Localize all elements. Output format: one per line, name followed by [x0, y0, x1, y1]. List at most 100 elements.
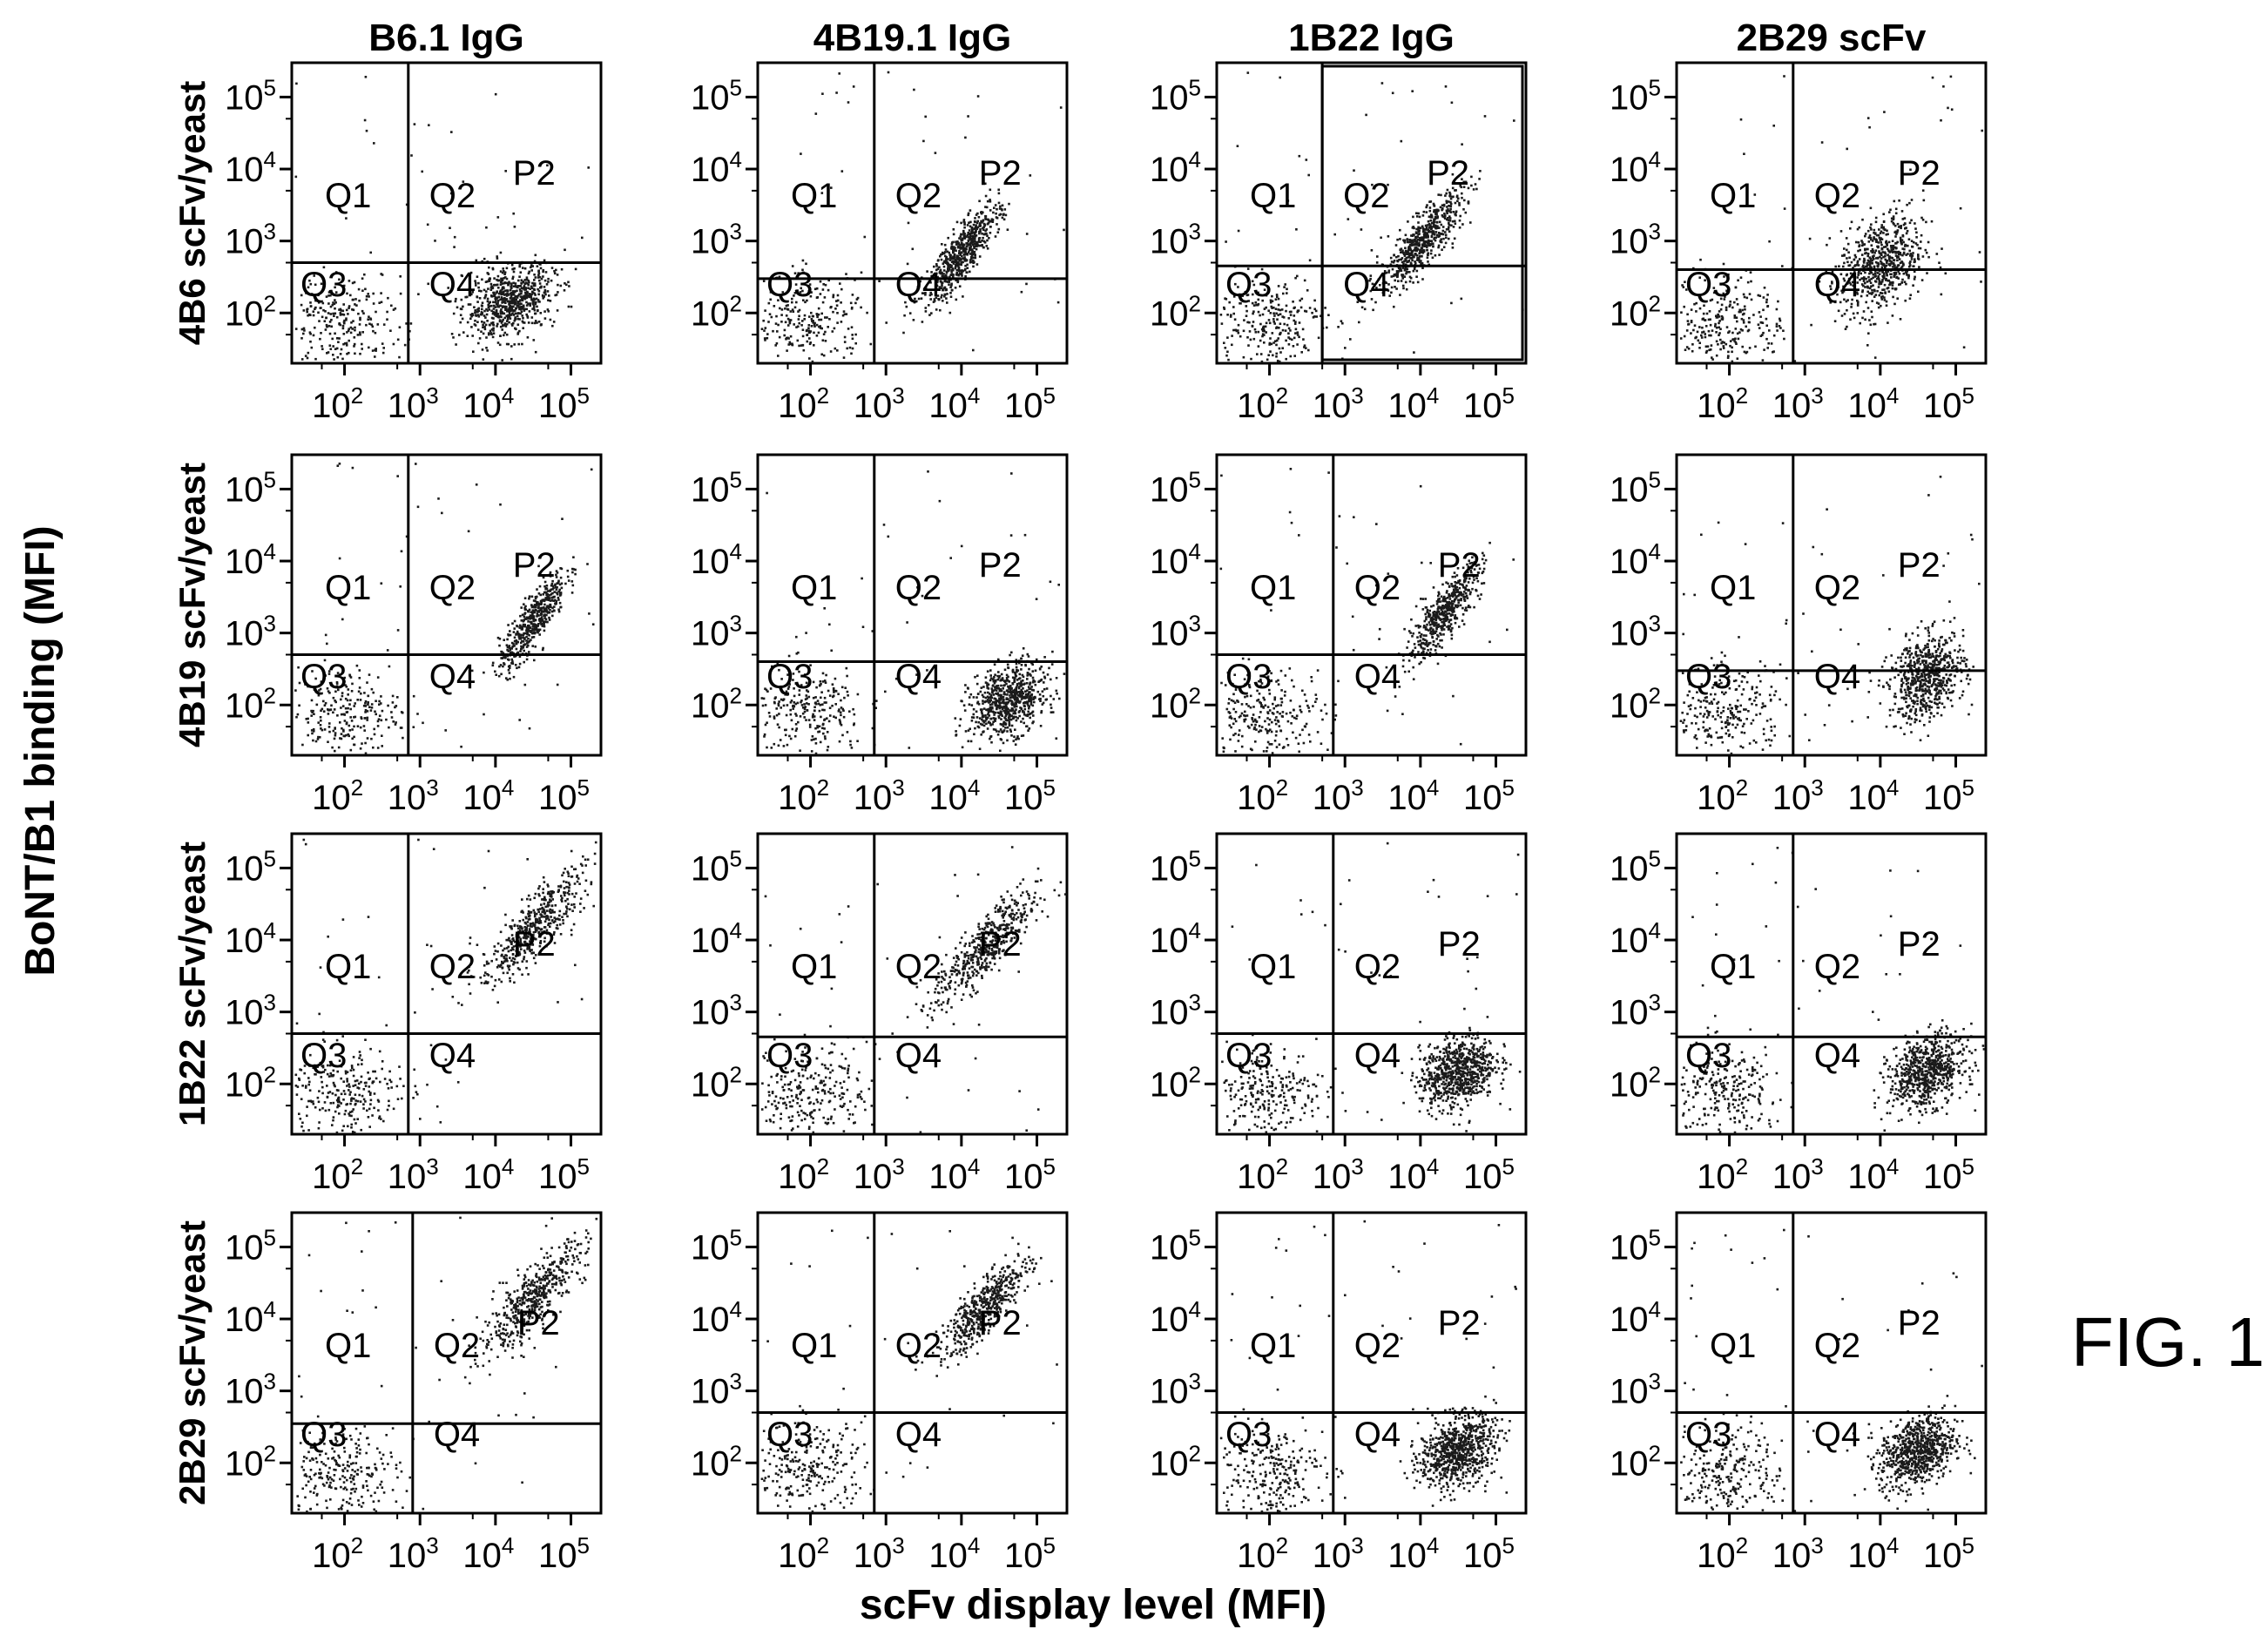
event-dot [1412, 269, 1415, 273]
event-dot [366, 716, 369, 720]
event-dot [1873, 272, 1877, 275]
event-dot [1415, 275, 1418, 278]
event-dot [556, 683, 559, 686]
event-dot [1410, 256, 1414, 260]
event-dot [340, 698, 342, 701]
event-dot [788, 319, 791, 321]
event-dot [1286, 292, 1288, 294]
event-dot [348, 703, 351, 706]
event-dot [354, 303, 356, 306]
event-dot [537, 269, 540, 273]
event-dot [770, 315, 773, 319]
event-dot [1277, 308, 1280, 311]
event-dot [324, 701, 327, 705]
event-dot [351, 281, 354, 285]
event-dot [836, 294, 840, 297]
event-dot [537, 272, 541, 274]
event-dot [1888, 264, 1892, 267]
event-dot [1427, 228, 1430, 232]
event-dot [942, 265, 946, 268]
event-dot [508, 301, 511, 305]
event-dot [1924, 248, 1927, 252]
event-dot [814, 696, 817, 699]
quadrant-label: Q4 [429, 266, 476, 304]
event-dot [1748, 293, 1752, 295]
event-dot [827, 279, 830, 282]
event-dot [496, 314, 498, 317]
event-dot [1248, 321, 1251, 324]
event-dot [1333, 233, 1336, 236]
event-dot [942, 269, 946, 272]
event-dot [396, 338, 400, 341]
event-dot [491, 267, 495, 270]
x-tick-label: 102 [312, 382, 363, 425]
event-dot [340, 713, 343, 716]
event-dot [1775, 322, 1779, 326]
event-dot [361, 342, 363, 346]
x-tick-label: 105 [1923, 382, 1974, 425]
event-dot [1259, 314, 1261, 317]
event-dot [412, 694, 415, 698]
event-dot [1278, 360, 1281, 363]
event-dot [1429, 252, 1433, 255]
event-dot [1926, 272, 1928, 274]
event-dot [376, 323, 380, 326]
event-dot [370, 706, 374, 709]
event-dot [847, 694, 849, 697]
event-dot [367, 293, 369, 295]
event-dot [1240, 294, 1243, 297]
event-dot [523, 632, 525, 635]
event-dot [530, 285, 533, 288]
event-dot [1300, 351, 1303, 354]
event-dot [1223, 341, 1225, 344]
event-dot [1868, 256, 1872, 259]
event-dot [1360, 228, 1363, 231]
event-dot [328, 730, 331, 733]
event-dot [964, 274, 967, 278]
event-dot [984, 215, 988, 218]
event-dot [789, 335, 793, 338]
event-dot [763, 337, 766, 340]
event-dot [1409, 276, 1413, 280]
event-dot [324, 328, 327, 331]
event-dot [310, 699, 314, 702]
event-dot [555, 294, 558, 296]
event-dot [512, 643, 515, 646]
event-dot [801, 259, 805, 262]
event-dot [928, 314, 931, 316]
quadrant-label: Q3 [766, 266, 813, 304]
event-dot [998, 207, 1002, 210]
event-dot [297, 666, 300, 669]
event-dot [1059, 106, 1063, 109]
event-dot [470, 314, 473, 318]
event-dot [969, 232, 973, 235]
event-dot [449, 192, 453, 195]
event-dot [1438, 232, 1441, 234]
event-dot [809, 330, 813, 333]
event-dot [1763, 348, 1765, 351]
event-dot [814, 701, 817, 704]
event-dot [491, 321, 495, 324]
event-dot [1869, 226, 1872, 229]
event-dot [1880, 226, 1883, 229]
event-dot [1864, 318, 1866, 321]
event-dot [551, 592, 554, 595]
event-dot [904, 301, 907, 304]
event-dot [312, 709, 314, 713]
event-dot [806, 328, 808, 332]
event-dot [539, 323, 543, 327]
event-dot [1448, 205, 1450, 207]
event-dot [586, 563, 589, 565]
event-dot [1849, 227, 1852, 230]
event-dot [1741, 308, 1744, 312]
event-dot [1429, 240, 1432, 242]
event-dot [971, 250, 974, 253]
event-dot [1408, 280, 1412, 283]
event-dot [1248, 330, 1252, 333]
event-dot [964, 264, 967, 267]
event-dot [492, 327, 495, 330]
event-dot [1401, 260, 1404, 264]
event-dot [807, 703, 810, 706]
event-dot [501, 305, 504, 308]
event-dot [339, 323, 342, 327]
